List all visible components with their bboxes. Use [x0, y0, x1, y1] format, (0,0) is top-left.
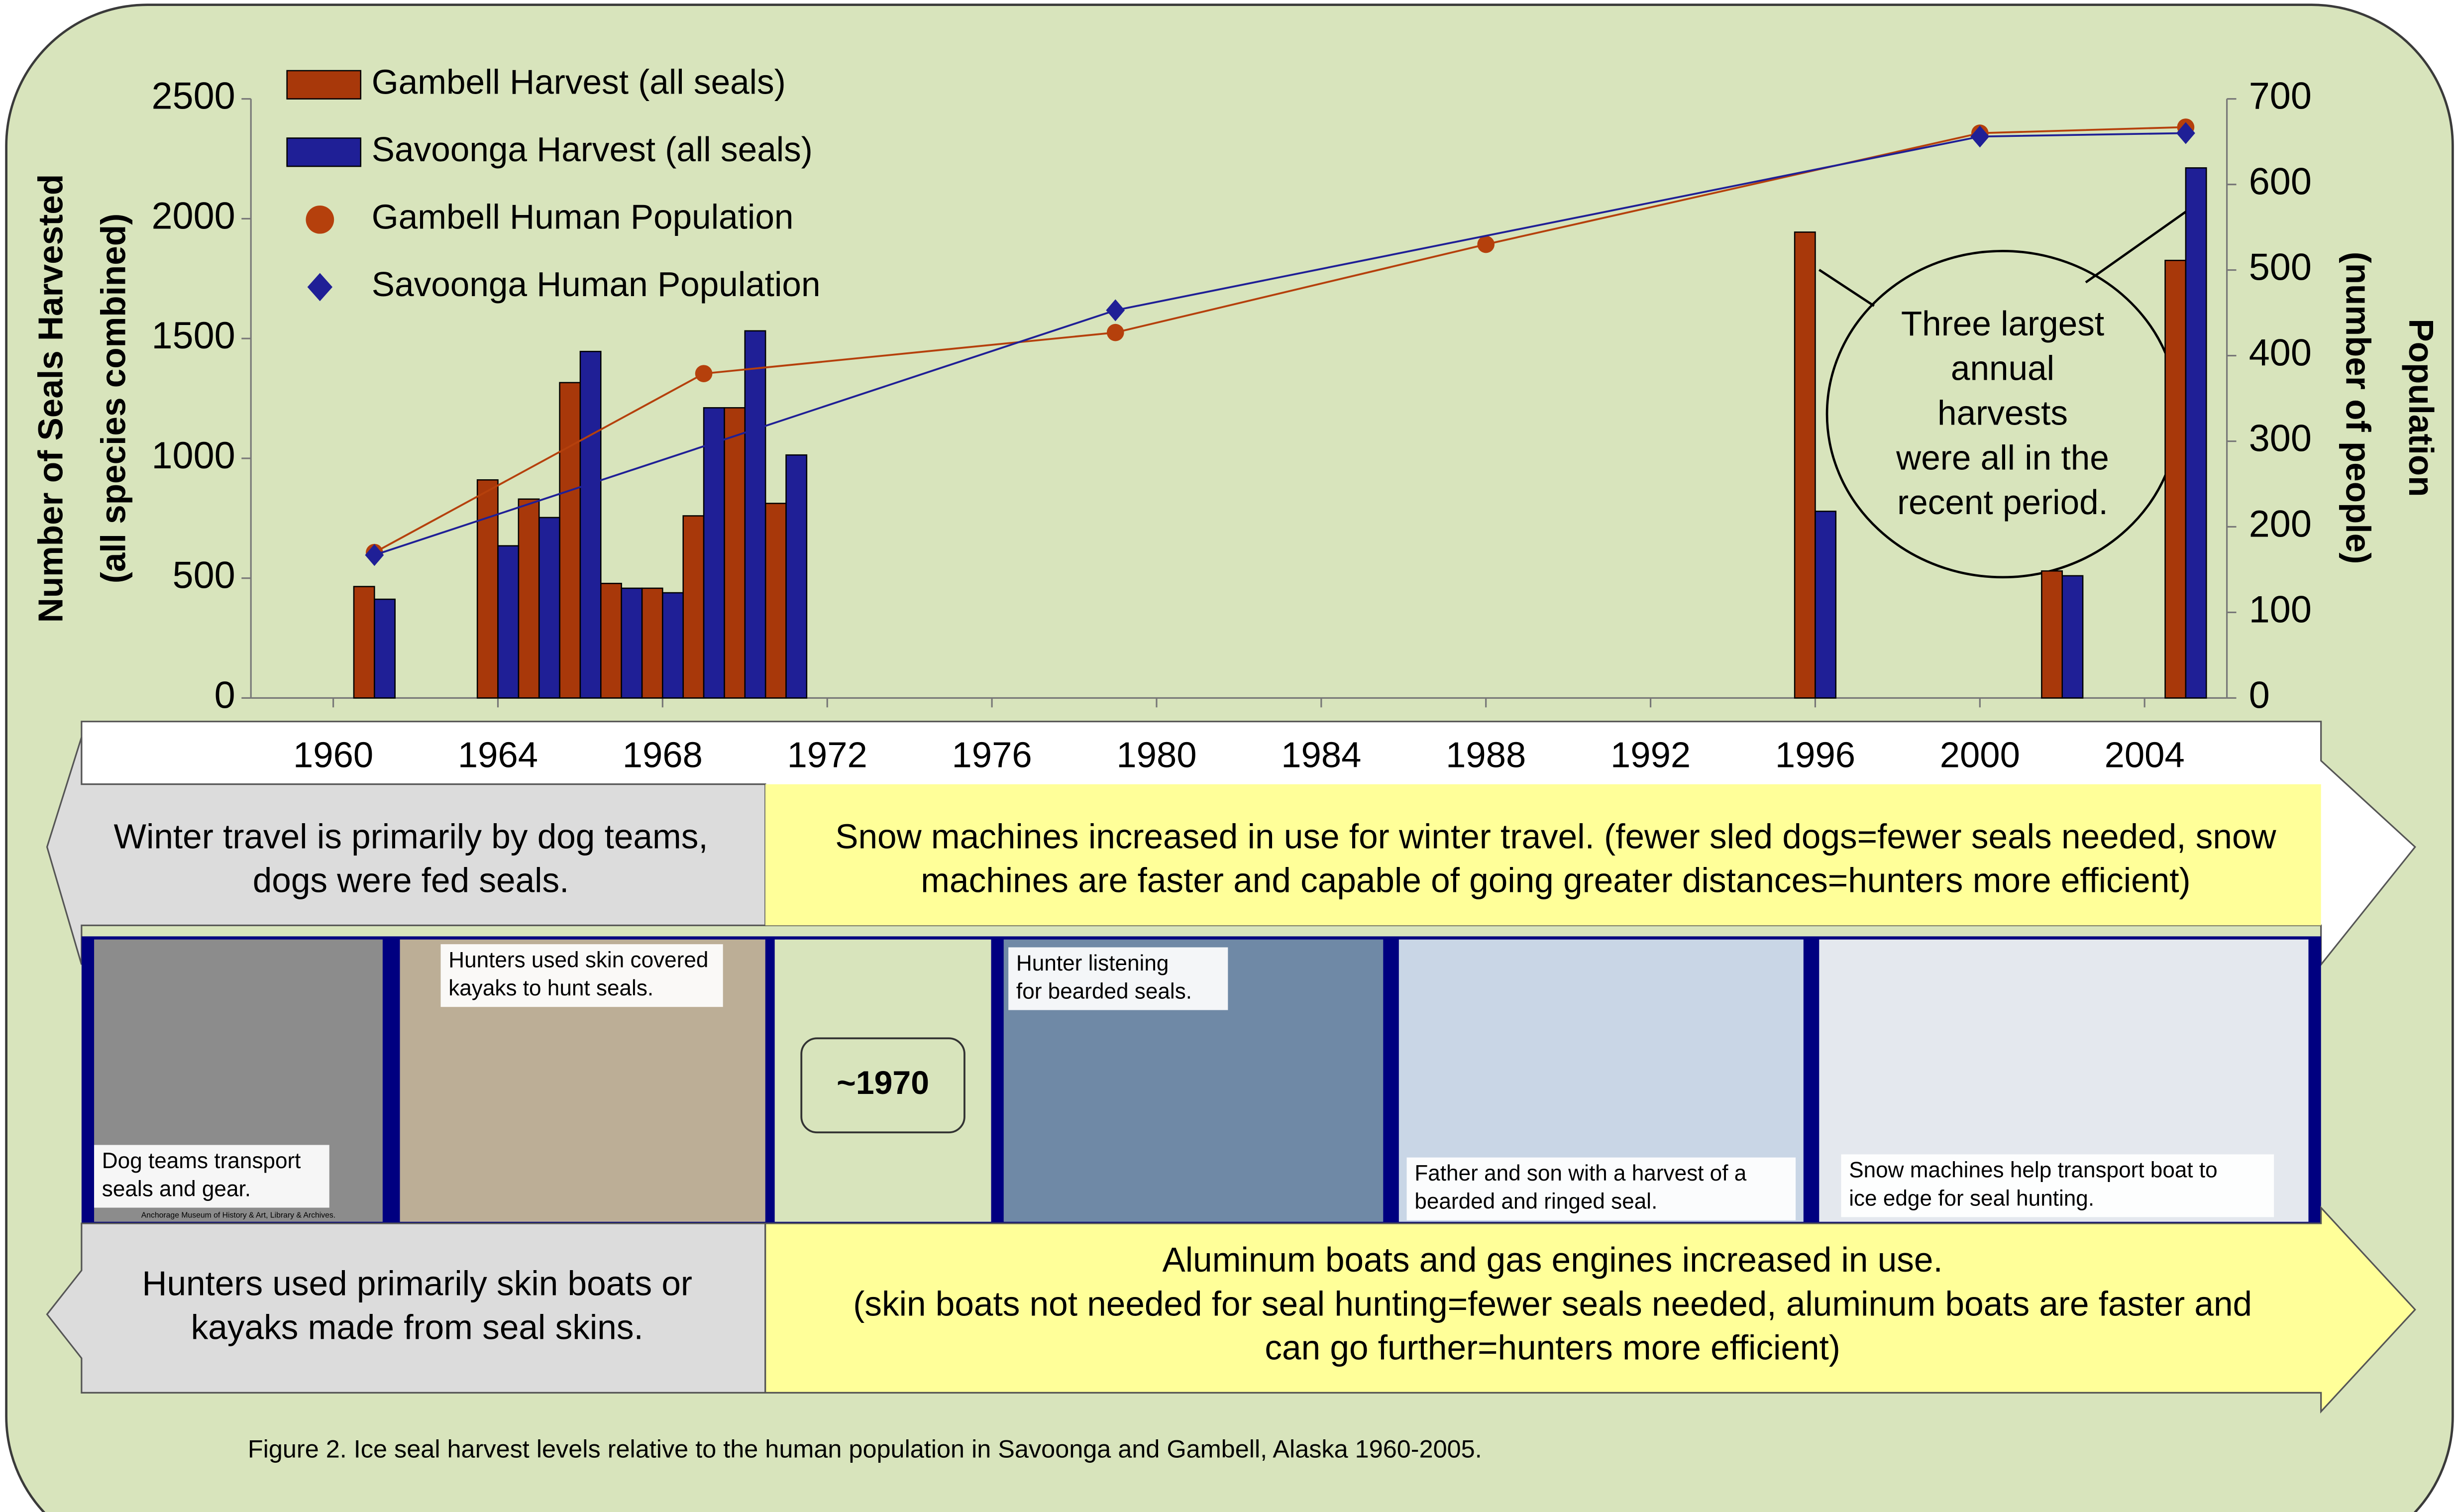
- timeline-text: Aluminum boats and gas engines increased…: [1163, 1240, 1943, 1279]
- bar: [662, 593, 683, 698]
- bar: [622, 588, 642, 698]
- bar: [601, 583, 621, 698]
- photo-caption: Hunters used skin covered: [448, 948, 708, 972]
- y2-tick-label: 600: [2249, 161, 2312, 203]
- x-tick-label: 1960: [293, 735, 373, 775]
- y2-tick-label: 0: [2249, 674, 2270, 716]
- point: [1107, 324, 1124, 341]
- legend-swatch: [287, 138, 361, 166]
- x-tick-label: 1964: [458, 735, 538, 775]
- photo-caption: for bearded seals.: [1016, 979, 1192, 1003]
- legend-label: Gambell Harvest (all seals): [372, 63, 786, 102]
- photo-caption: Snow machines help transport boat to: [1849, 1158, 2217, 1183]
- annotation-text: recent period.: [1897, 483, 2108, 522]
- x-tick-label: 1988: [1446, 735, 1526, 775]
- bar: [683, 516, 704, 698]
- legend-label: Gambell Human Population: [372, 198, 794, 236]
- bar: [704, 408, 724, 698]
- figure-caption: Figure 2. Ice seal harvest levels relati…: [248, 1434, 1482, 1463]
- y2-tick-label: 100: [2249, 589, 2312, 631]
- annotation-text: Three largest: [1901, 304, 2104, 343]
- photo-caption: kayaks to hunt seals.: [448, 976, 653, 1000]
- x-tick-label: 2000: [1940, 735, 2020, 775]
- y2-tick-label: 400: [2249, 332, 2312, 374]
- bar: [2062, 576, 2083, 698]
- x-tick-label: 1980: [1116, 735, 1196, 775]
- bar: [2186, 168, 2206, 698]
- y2-tick-label: 200: [2249, 503, 2312, 545]
- x-tick-label: 1972: [787, 735, 867, 775]
- y2-tick-label: 700: [2249, 76, 2312, 117]
- y-axis-title-line: Number of Seals Harvested: [31, 174, 70, 623]
- timeline-text: machines are faster and capable of going…: [921, 861, 2190, 900]
- bar: [786, 455, 807, 698]
- bar: [745, 331, 765, 698]
- x-tick-label: 1968: [623, 735, 703, 775]
- bar: [519, 499, 539, 698]
- x-tick-label: 1996: [1775, 735, 1855, 775]
- y2-tick-label: 300: [2249, 418, 2312, 459]
- bar: [477, 480, 498, 698]
- bar: [539, 518, 559, 698]
- y2-axis-title-line: Population: [2402, 319, 2441, 497]
- bar: [1815, 511, 1835, 698]
- divider-label: ~1970: [837, 1065, 929, 1101]
- annotation-text: harvests: [1937, 394, 2068, 432]
- bar: [2041, 571, 2062, 698]
- photo-caption: Father and son with a harvest of a: [1414, 1161, 1746, 1186]
- bar: [642, 588, 662, 698]
- legend-label: Savoonga Human Population: [372, 265, 821, 304]
- photo-caption: bearded and ringed seal.: [1414, 1189, 1657, 1214]
- timeline-text: Snow machines increased in use for winte…: [835, 817, 2276, 856]
- bar: [765, 503, 786, 698]
- timeline-text: kayaks made from seal skins.: [191, 1308, 643, 1347]
- y-tick-label: 1500: [151, 315, 235, 357]
- bar: [2165, 260, 2186, 698]
- legend-swatch: [287, 71, 361, 99]
- x-tick-label: 1992: [1610, 735, 1691, 775]
- photo-caption: Dog teams transport: [102, 1149, 301, 1173]
- bar: [498, 546, 518, 698]
- y2-tick-label: 500: [2249, 247, 2312, 289]
- timeline-text: dogs were fed seals.: [253, 861, 569, 900]
- figure: 0 500 1000 1500 2000 2500 0 100 200 300 400 500 600 7…: [0, 0, 2459, 1512]
- y-axis-title-line: (all species combined): [94, 214, 132, 583]
- timeline-text: can go further=hunters more efficient): [1265, 1328, 1840, 1367]
- annotation-text: annual: [1951, 349, 2054, 388]
- bar: [724, 408, 745, 698]
- bar: [560, 383, 580, 698]
- y-tick-label: 2000: [151, 195, 235, 237]
- photo-caption: seals and gear.: [102, 1177, 251, 1201]
- bar: [580, 351, 601, 698]
- y-tick-label: 0: [214, 674, 235, 716]
- point: [1477, 236, 1495, 253]
- x-tick-label: 1984: [1281, 735, 1361, 775]
- legend-label: Savoonga Harvest (all seals): [372, 130, 813, 169]
- y-tick-label: 500: [173, 555, 235, 597]
- legend-marker: [306, 206, 334, 234]
- y-tick-label: 2500: [151, 76, 235, 117]
- bar: [1795, 232, 1815, 698]
- bar: [374, 599, 395, 698]
- y-tick-label: 1000: [151, 435, 235, 477]
- photo-caption: ice edge for seal hunting.: [1849, 1186, 2094, 1210]
- y2-axis-title-line: (number of people): [2339, 252, 2378, 564]
- timeline-text: (skin boats not needed for seal hunting=…: [853, 1284, 2252, 1323]
- timeline-text: Winter travel is primarily by dog teams,: [114, 817, 708, 856]
- timeline-text: Hunters used primarily skin boats or: [142, 1264, 692, 1302]
- point: [695, 365, 713, 382]
- x-tick-label: 2004: [2105, 735, 2185, 775]
- bar: [354, 587, 374, 698]
- photo-caption: Hunter listening: [1016, 951, 1169, 975]
- annotation-text: were all in the: [1896, 438, 2109, 477]
- page: 0 500 1000 1500 2000 2500 0 100 200 300 400 500 600 7…: [0, 0, 2459, 1512]
- photo-credit: Anchorage Museum of History & Art, Libra…: [141, 1211, 335, 1219]
- x-tick-label: 1976: [952, 735, 1032, 775]
